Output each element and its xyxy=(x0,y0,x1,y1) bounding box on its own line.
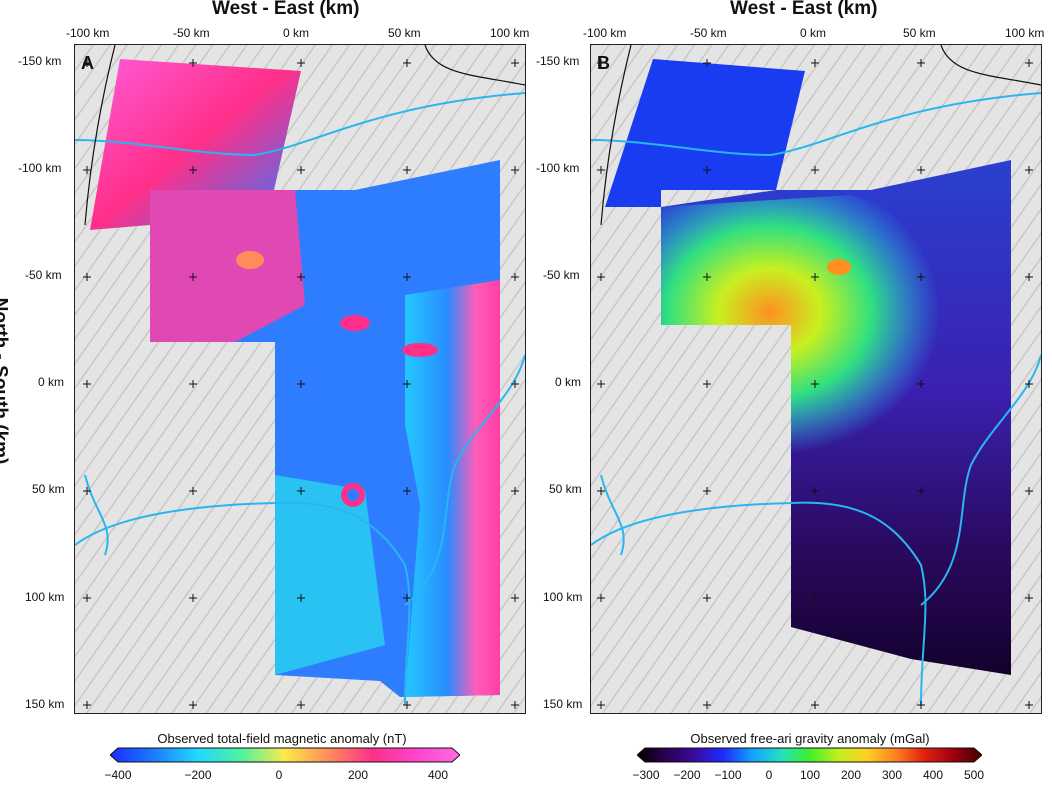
y-tick-b-1: -150 km xyxy=(536,54,580,68)
x-tick-b-2: -50 km xyxy=(690,26,727,40)
colorbar-magnetic xyxy=(110,747,460,763)
colorbar-b-label-6: 200 xyxy=(840,768,862,782)
panel-letter-a: A xyxy=(81,53,94,73)
colorbar-b-label-1: −300 xyxy=(632,768,660,782)
y-tick-b-4: 0 km xyxy=(555,375,582,389)
y-tick-a-1: -150 km xyxy=(18,54,62,68)
x-tick-a-2: -50 km xyxy=(173,26,210,40)
x-tick-b-5: 100 km xyxy=(1005,26,1045,40)
y-tick-b-7: 150 km xyxy=(543,697,583,711)
x-tick-b-1: -100 km xyxy=(583,26,627,40)
colorbar-b-label-5: 100 xyxy=(799,768,821,782)
y-tick-a-6: 100 km xyxy=(25,590,65,604)
y-tick-b-6: 100 km xyxy=(543,590,583,604)
colorbar-a-label-2: −200 xyxy=(184,768,212,782)
y-tick-a-3: -50 km xyxy=(25,268,62,282)
x-tick-b-4: 50 km xyxy=(903,26,936,40)
colorbar-title-a: Observed total-field magnetic anomaly (n… xyxy=(157,731,407,746)
x-axis-title-a: West - East (km) xyxy=(212,0,360,19)
x-tick-b-3: 0 km xyxy=(800,26,827,40)
y-tick-a-7: 150 km xyxy=(25,697,65,711)
magnetic-map-canvas xyxy=(75,45,525,713)
y-axis-title: North - South (km) xyxy=(0,297,11,465)
x-tick-a-4: 50 km xyxy=(388,26,421,40)
y-tick-b-5: 50 km xyxy=(549,482,582,496)
y-tick-b-2: -100 km xyxy=(536,161,580,175)
colorbar-b-label-9: 500 xyxy=(963,768,985,782)
panel-letter-b: B xyxy=(597,53,610,73)
x-tick-a-3: 0 km xyxy=(283,26,310,40)
colorbar-b-label-3: −100 xyxy=(714,768,742,782)
x-tick-a-1: -100 km xyxy=(66,26,110,40)
colorbar-a-label-3: 0 xyxy=(275,768,283,782)
magnetic-map: A xyxy=(74,44,526,714)
colorbar-gravity xyxy=(637,747,982,763)
colorbar-b-label-8: 400 xyxy=(922,768,944,782)
colorbar-a-label-5: 400 xyxy=(427,768,449,782)
colorbar-a-label-4: 200 xyxy=(347,768,369,782)
colorbar-title-b: Observed free-ari gravity anomaly (mGal) xyxy=(690,731,930,746)
x-tick-a-5: 100 km xyxy=(490,26,530,40)
y-tick-a-4: 0 km xyxy=(38,375,65,389)
colorbar-b-label-7: 300 xyxy=(881,768,903,782)
colorbar-b-label-2: −200 xyxy=(673,768,701,782)
gravity-map-canvas xyxy=(591,45,1041,713)
gravity-map: B xyxy=(590,44,1042,714)
y-tick-a-5: 50 km xyxy=(32,482,65,496)
colorbar-a-label-1: −400 xyxy=(104,768,132,782)
y-tick-a-2: -100 km xyxy=(18,161,62,175)
colorbar-b-label-4: 0 xyxy=(765,768,773,782)
y-tick-b-3: -50 km xyxy=(543,268,580,282)
x-axis-title-b: West - East (km) xyxy=(730,0,878,19)
